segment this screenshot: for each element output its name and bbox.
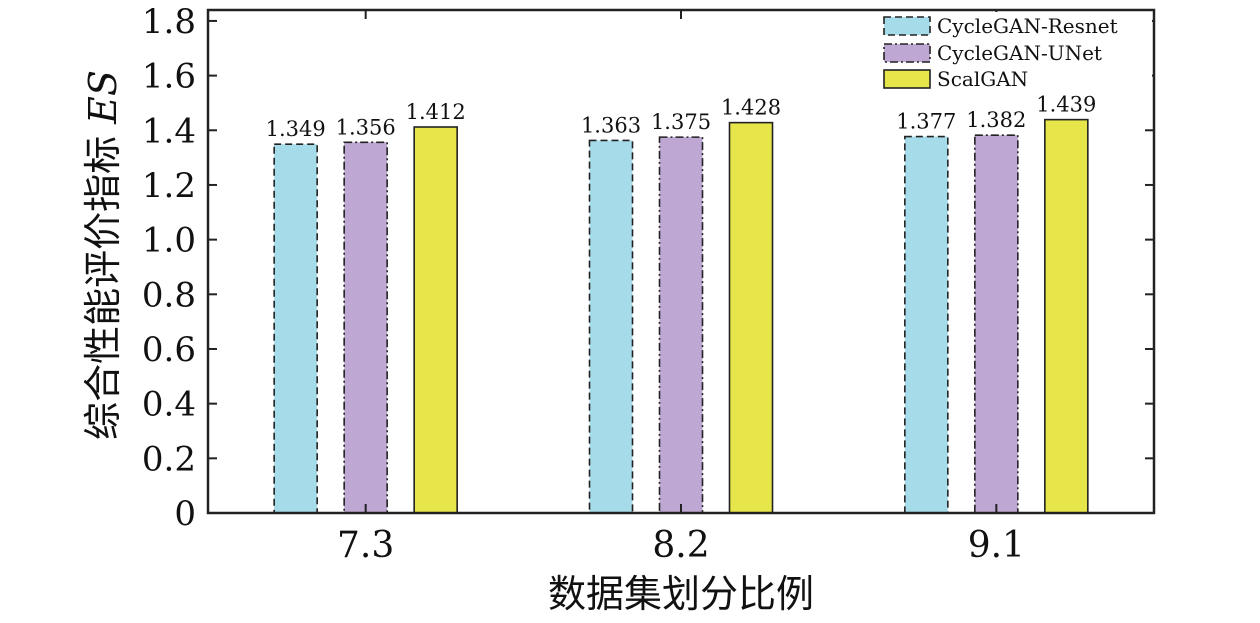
legend-swatch-cyclegan-unet (883, 43, 931, 63)
value-label-cyclegan-resnet-7-3: 1.349 (266, 117, 326, 141)
legend-swatch-cyclegan-resnet (883, 16, 931, 36)
x-tick-label-9-1: 9.1 (968, 525, 1025, 566)
bar-scalgan-8-2 (728, 121, 774, 514)
x-axis-ticks: 7.3 8.2 9.1 (337, 10, 1025, 566)
legend-label-cyclegan-resnet: CycleGAN-Resnet (937, 14, 1118, 38)
y-axis-ticks: 0 0.2 0.4 0.6 0.8 1.0 1.2 1.4 1.6 1.8 (142, 2, 1154, 534)
value-label-scalgan-9-1: 1.439 (1036, 93, 1096, 117)
y-tick-label: 1.6 (142, 57, 196, 97)
bar-cyclegan-unet-7-3 (343, 141, 388, 514)
x-tick-label-7-3: 7.3 (337, 525, 394, 566)
x-axis-title: 数据集划分比例 (548, 572, 814, 616)
value-label-cyclegan-unet-8-2: 1.375 (651, 110, 711, 134)
x-tick-label-8-2: 8.2 (652, 525, 709, 566)
y-tick-label: 0.8 (142, 275, 196, 315)
y-tick-label: 1.0 (142, 221, 196, 261)
y-axis-title-text: 综合性能评价指标 (81, 136, 125, 440)
value-label-cyclegan-unet-7-3: 1.356 (336, 115, 396, 139)
y-tick-label: 0 (174, 494, 196, 534)
bar-scalgan-7-3 (413, 126, 458, 514)
bar-scalgan-9-1 (1044, 118, 1089, 514)
legend: CycleGAN-Resnet CycleGAN-UNet ScalGAN (876, 12, 1152, 92)
value-label-scalgan-8-2: 1.428 (721, 96, 781, 120)
value-label-cyclegan-resnet-9-1: 1.377 (896, 110, 956, 134)
bars (273, 118, 1089, 514)
y-axis-title-symbol: ES (81, 70, 125, 125)
y-tick-label: 0.6 (142, 330, 196, 370)
plot-frame (206, 8, 1156, 515)
y-tick-label: 1.2 (142, 166, 196, 206)
value-label-cyclegan-unet-9-1: 1.382 (966, 108, 1026, 132)
y-tick-label: 0.2 (142, 439, 196, 479)
legend-swatch-scalgan (883, 69, 931, 89)
bar-cyclegan-unet-8-2 (658, 136, 704, 514)
bar-cyclegan-resnet-7-3 (273, 143, 318, 514)
y-axis-title: 综合性能评价指标 ES (81, 70, 125, 440)
value-label-scalgan-7-3: 1.412 (406, 100, 466, 124)
bar-cyclegan-unet-9-1 (974, 134, 1019, 514)
value-label-cyclegan-resnet-8-2: 1.363 (581, 113, 641, 137)
y-tick-label: 1.8 (142, 2, 196, 42)
value-labels: 1.349 1.356 1.412 1.363 1.375 1.428 1.377 1.382… (266, 93, 1097, 142)
bar-cyclegan-resnet-8-2 (588, 139, 634, 514)
y-tick-label: 1.4 (142, 111, 196, 151)
legend-label-scalgan: ScalGAN (937, 67, 1028, 91)
bar-cyclegan-resnet-9-1 (904, 135, 949, 514)
y-tick-label: 0.4 (142, 385, 196, 425)
legend-label-cyclegan-unet: CycleGAN-UNet (937, 41, 1102, 65)
